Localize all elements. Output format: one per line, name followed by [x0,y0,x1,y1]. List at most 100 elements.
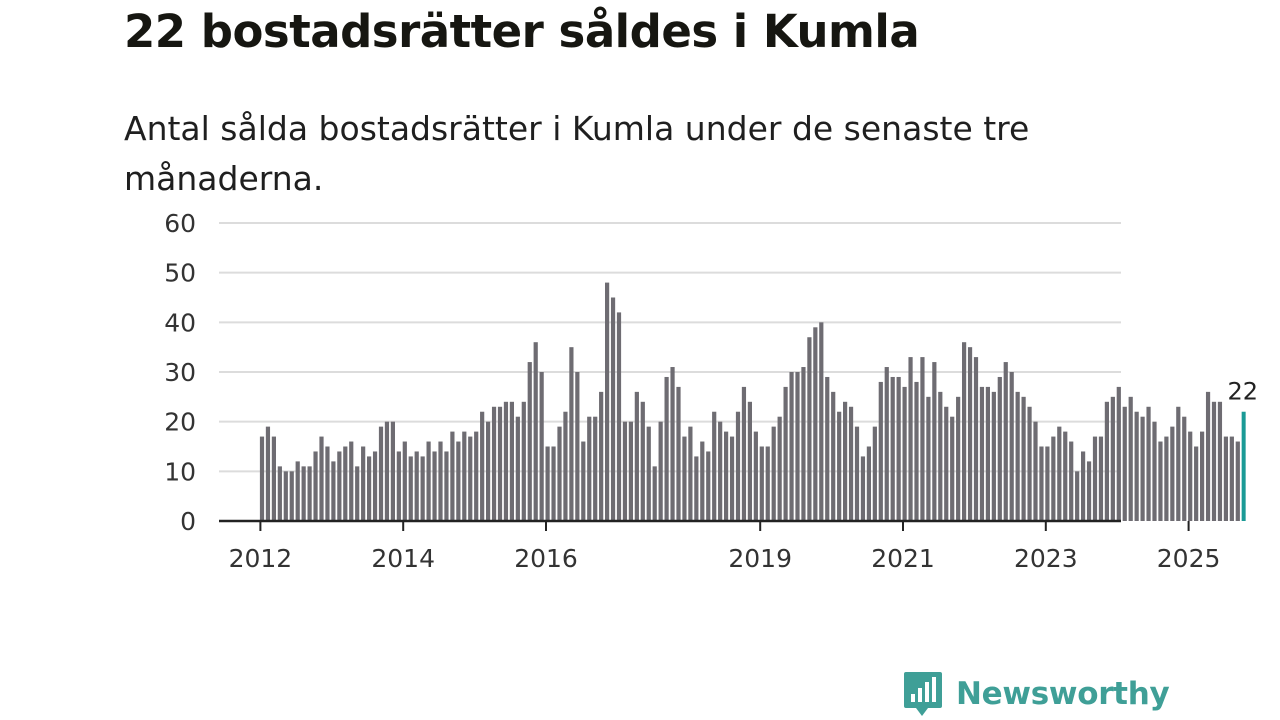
bar [527,362,532,521]
bar [497,406,503,521]
bar [884,367,889,521]
bar [581,441,586,521]
bar [1182,416,1187,521]
bar [1033,421,1038,521]
bar [271,436,276,521]
bar [283,471,288,521]
bar [1134,411,1139,521]
bar [664,376,669,521]
bar [1229,436,1234,521]
bar [1217,401,1223,521]
bar [682,436,687,521]
bar [825,376,830,521]
bar [729,436,735,521]
bar [848,406,854,521]
bar [646,426,651,521]
bar [545,446,550,521]
bar [831,391,836,521]
bar [414,451,419,521]
bar [1009,372,1014,521]
bar [747,401,752,521]
bar [991,391,996,521]
bar [432,451,437,521]
bar [599,391,604,521]
bar [896,376,901,521]
bar [402,441,407,521]
bar [926,396,931,521]
bar [807,337,812,521]
bar [956,396,961,521]
bar [539,372,544,521]
bar [462,431,467,521]
bar [932,362,937,521]
bar [474,431,479,521]
bar [920,357,925,521]
bar [587,416,592,521]
bar [765,446,770,521]
bar [533,342,538,521]
bar [652,466,657,521]
bar [914,381,919,521]
bar [355,466,360,521]
bar [771,426,776,521]
bar [860,456,866,521]
bar [361,446,366,521]
bar [1069,441,1074,521]
bar [616,312,622,521]
gridlines [219,222,1121,473]
bar [605,282,610,521]
bar [420,456,425,521]
bar [801,367,806,521]
bar [634,391,639,521]
x-tick-label: 2023 [1014,544,1078,573]
bar [1128,396,1133,521]
y-tick-label: 20 [164,408,196,437]
bar [1235,441,1240,521]
bar [313,451,318,521]
y-tick-label: 10 [164,457,196,486]
brand-name: Newsworthy [956,676,1170,712]
bar [843,401,848,521]
bar [515,416,520,521]
bar-highlight [1241,411,1246,521]
bar [319,436,324,521]
bar [301,466,306,521]
bar [456,441,461,521]
bar [331,461,336,521]
bar [819,322,824,521]
bar [890,376,895,521]
bar [1003,362,1008,521]
chart-title: 22 bostadsrätter såldes i Kumla [124,5,920,58]
bar [384,421,390,521]
bar [378,426,384,521]
bar [450,431,455,521]
bar [872,426,877,521]
bar [593,416,598,521]
bar [688,426,693,521]
bar [706,451,711,521]
bar [676,386,681,521]
bar [1152,421,1157,521]
bar [569,347,574,521]
x-axis: 2012 2014 2016 2019 2021 2023 2025 [219,519,1220,573]
bar [753,431,758,521]
bar [396,451,401,521]
bar [1063,431,1068,521]
bar [1086,461,1092,521]
bar [468,436,473,521]
bar [1015,391,1020,521]
bar [1205,391,1211,521]
bar [426,441,431,521]
bar [962,342,967,521]
bar [1140,416,1145,521]
bar [878,381,883,521]
x-tick-label: 2016 [514,544,578,573]
bar [1039,446,1044,521]
bar [837,411,842,521]
bar [563,411,568,521]
bar [480,411,485,521]
bar [408,456,413,521]
bar [777,416,782,521]
bar [343,446,348,521]
